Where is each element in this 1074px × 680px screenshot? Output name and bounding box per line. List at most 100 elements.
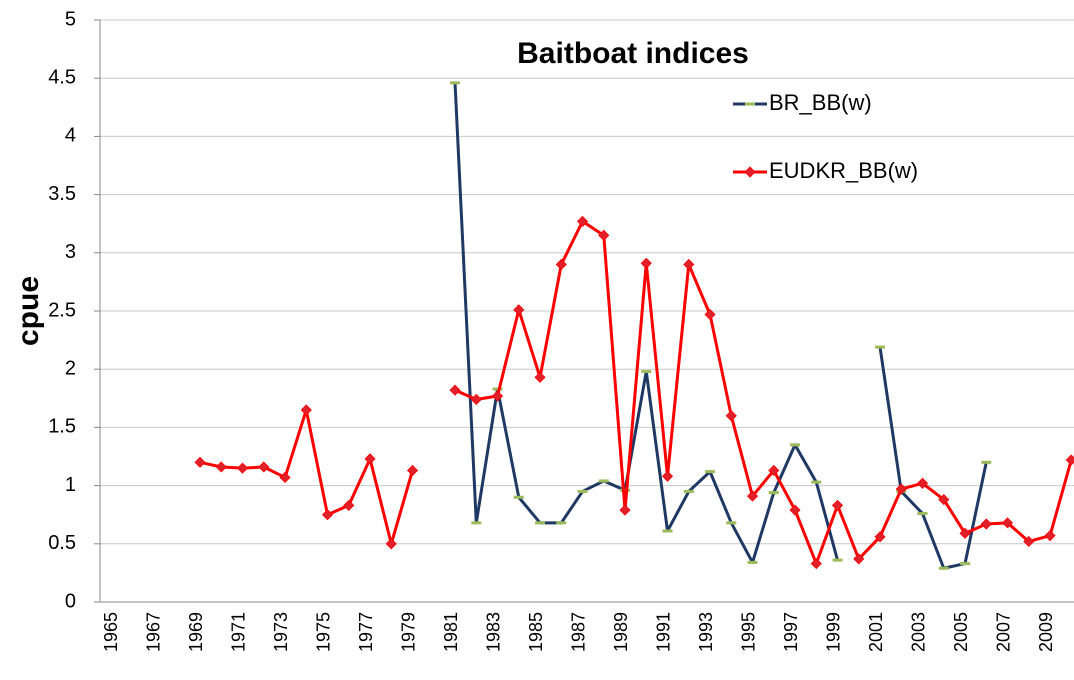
point	[513, 495, 524, 499]
point	[683, 489, 694, 493]
point	[449, 384, 461, 396]
x-tick-label: 1973	[271, 612, 291, 652]
point	[535, 521, 546, 525]
legend-label: EUDKR_BB(w)	[769, 158, 918, 183]
point	[471, 521, 482, 525]
chart-title: Baitboat indices	[517, 37, 749, 70]
y-tick-label: 1	[65, 474, 76, 496]
point	[279, 471, 291, 484]
point	[725, 410, 737, 422]
x-tick-label: 2001	[866, 612, 886, 652]
point	[981, 460, 992, 464]
point	[598, 479, 609, 483]
y-tick-label: 4.5	[48, 66, 76, 88]
point	[300, 404, 312, 416]
point	[746, 490, 759, 502]
point	[853, 553, 865, 565]
point	[194, 456, 206, 468]
x-tick-label: 1969	[186, 612, 206, 652]
x-tick-label: 1989	[611, 612, 631, 652]
y-tick-label: 5	[65, 8, 76, 30]
point	[576, 215, 589, 227]
point	[534, 371, 546, 383]
point	[917, 512, 928, 516]
point	[938, 494, 950, 506]
point	[640, 257, 652, 269]
point	[874, 531, 886, 543]
point	[258, 461, 270, 473]
point	[406, 464, 419, 477]
point	[831, 499, 844, 511]
x-tick-label: 1967	[143, 612, 163, 652]
point	[938, 566, 949, 570]
point	[491, 390, 504, 402]
x-tick-label: 1997	[781, 612, 801, 652]
y-tick-label: 1.5	[48, 416, 76, 438]
x-tick-label: 1971	[228, 612, 248, 652]
point	[790, 443, 801, 447]
x-tick-label: 1987	[568, 612, 588, 652]
y-tick-label: 3.5	[48, 183, 76, 205]
point	[555, 258, 567, 271]
x-tick-label: 1965	[101, 612, 121, 652]
x-tick-label: 1977	[356, 612, 376, 652]
point	[747, 560, 758, 564]
point	[895, 483, 907, 495]
point	[875, 345, 886, 349]
point	[620, 488, 631, 492]
x-tick-label: 1979	[398, 612, 418, 652]
x-tick-label: 1993	[696, 612, 716, 652]
y-tick-label: 2.5	[48, 299, 76, 321]
point	[364, 453, 376, 465]
point	[744, 166, 756, 178]
x-tick-label: 1991	[653, 612, 673, 652]
point	[1065, 454, 1074, 466]
point	[980, 518, 992, 530]
point	[683, 258, 695, 271]
point	[470, 393, 482, 406]
point	[960, 562, 971, 566]
point	[789, 504, 801, 516]
point	[661, 470, 674, 482]
point	[385, 538, 397, 550]
point	[810, 558, 822, 570]
point	[1044, 530, 1056, 542]
point	[916, 477, 929, 489]
point	[343, 499, 355, 511]
point	[236, 462, 249, 474]
y-tick-label: 0.5	[48, 532, 76, 554]
x-tick-label: 2007	[993, 612, 1013, 652]
point	[450, 81, 461, 85]
point	[704, 308, 716, 321]
point	[577, 489, 588, 493]
point	[1001, 517, 1014, 529]
point	[598, 229, 610, 241]
x-tick-label: 1975	[313, 612, 333, 652]
series-line	[199, 219, 1073, 566]
point	[619, 504, 631, 516]
point	[705, 470, 716, 474]
x-tick-label: 1985	[526, 612, 546, 652]
y-axis-label: cpue	[12, 276, 45, 346]
point	[641, 370, 652, 374]
point	[215, 461, 227, 473]
point	[662, 529, 673, 533]
point	[745, 102, 755, 106]
point	[513, 304, 525, 316]
point	[556, 521, 567, 525]
x-tick-label: 1983	[483, 612, 503, 652]
point	[832, 558, 843, 562]
point	[811, 480, 822, 484]
point	[1023, 535, 1035, 548]
y-tick-label: 3	[65, 241, 76, 263]
point	[726, 521, 737, 525]
point	[959, 527, 971, 539]
point	[768, 464, 780, 477]
point	[321, 509, 334, 521]
y-tick-label: 0	[65, 590, 76, 612]
x-tick-label: 2003	[908, 612, 928, 652]
x-tick-label: 1995	[738, 612, 758, 652]
y-tick-label: 4	[65, 125, 76, 147]
legend-label: BR_BB(w)	[769, 90, 872, 115]
